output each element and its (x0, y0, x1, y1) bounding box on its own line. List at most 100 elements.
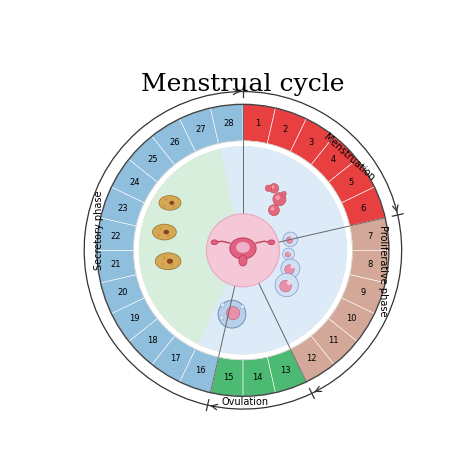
Text: 12: 12 (306, 354, 316, 363)
Ellipse shape (164, 230, 169, 234)
Text: 13: 13 (280, 366, 291, 375)
Text: 19: 19 (129, 314, 140, 323)
Circle shape (218, 301, 246, 328)
Text: 28: 28 (223, 119, 234, 128)
Circle shape (172, 205, 175, 208)
Wedge shape (100, 187, 144, 226)
Text: Ovulation: Ovulation (221, 397, 268, 407)
Text: 7: 7 (367, 231, 373, 240)
Wedge shape (350, 218, 389, 250)
Ellipse shape (155, 253, 181, 270)
Circle shape (227, 307, 240, 319)
Text: 20: 20 (117, 288, 128, 297)
Circle shape (221, 303, 225, 307)
Circle shape (289, 252, 291, 254)
Text: 23: 23 (117, 204, 128, 213)
Circle shape (271, 207, 274, 211)
Circle shape (139, 146, 347, 355)
Circle shape (285, 252, 291, 257)
Wedge shape (311, 136, 357, 182)
Circle shape (163, 204, 166, 207)
Text: 16: 16 (195, 366, 206, 375)
Text: 2: 2 (283, 125, 288, 134)
Wedge shape (342, 187, 385, 226)
Wedge shape (342, 275, 385, 314)
Wedge shape (210, 357, 243, 396)
Circle shape (163, 256, 166, 259)
Circle shape (280, 280, 292, 292)
Text: Secretory phase: Secretory phase (94, 191, 104, 270)
Circle shape (291, 237, 293, 239)
Circle shape (286, 237, 293, 243)
Ellipse shape (159, 196, 181, 210)
Ellipse shape (211, 240, 218, 245)
Wedge shape (152, 336, 195, 382)
Circle shape (281, 191, 286, 196)
Circle shape (240, 305, 245, 309)
Wedge shape (291, 119, 334, 164)
Ellipse shape (236, 242, 250, 253)
Wedge shape (328, 159, 374, 203)
Wedge shape (100, 275, 144, 314)
Circle shape (291, 265, 294, 269)
Text: 9: 9 (361, 288, 366, 297)
Wedge shape (243, 357, 275, 396)
Circle shape (281, 259, 300, 278)
Text: 5: 5 (348, 178, 354, 187)
Text: Menstruation: Menstruation (321, 132, 376, 182)
Wedge shape (111, 298, 157, 341)
Circle shape (271, 185, 274, 189)
Circle shape (275, 273, 299, 297)
Wedge shape (350, 250, 389, 283)
Wedge shape (97, 250, 136, 283)
Ellipse shape (153, 224, 176, 240)
Circle shape (206, 214, 279, 287)
Circle shape (283, 232, 298, 246)
Wedge shape (152, 119, 195, 164)
Text: Proliferative phase: Proliferative phase (378, 225, 388, 316)
Circle shape (157, 234, 160, 237)
Text: 17: 17 (170, 354, 180, 363)
Ellipse shape (230, 238, 256, 259)
Wedge shape (267, 349, 306, 392)
Text: 10: 10 (346, 314, 356, 323)
Wedge shape (267, 108, 306, 152)
Text: 8: 8 (367, 260, 373, 269)
Text: 18: 18 (147, 336, 158, 345)
Circle shape (161, 263, 164, 265)
Wedge shape (311, 319, 357, 365)
Wedge shape (180, 349, 219, 392)
Text: 27: 27 (195, 125, 206, 134)
Circle shape (287, 280, 292, 285)
Text: 6: 6 (361, 204, 366, 213)
Text: 22: 22 (111, 231, 121, 240)
Text: 21: 21 (111, 260, 121, 269)
Circle shape (170, 264, 173, 266)
Circle shape (167, 234, 170, 237)
Circle shape (219, 316, 224, 320)
Text: 24: 24 (129, 178, 140, 187)
Wedge shape (139, 146, 347, 355)
Circle shape (268, 205, 279, 216)
Circle shape (269, 183, 279, 193)
Text: 11: 11 (328, 336, 338, 345)
Text: 4: 4 (331, 155, 336, 164)
Wedge shape (291, 336, 334, 382)
Circle shape (283, 248, 294, 260)
Circle shape (265, 185, 272, 191)
Wedge shape (139, 146, 347, 355)
Wedge shape (129, 136, 174, 182)
Wedge shape (97, 218, 136, 250)
Ellipse shape (167, 259, 173, 264)
Wedge shape (198, 146, 347, 355)
Circle shape (273, 192, 286, 206)
Ellipse shape (239, 255, 247, 266)
Circle shape (159, 227, 162, 230)
Wedge shape (210, 104, 243, 144)
Wedge shape (139, 146, 347, 355)
Ellipse shape (169, 201, 174, 205)
Wedge shape (328, 298, 374, 341)
Wedge shape (111, 159, 157, 203)
Text: 3: 3 (308, 137, 314, 146)
Circle shape (275, 195, 280, 200)
